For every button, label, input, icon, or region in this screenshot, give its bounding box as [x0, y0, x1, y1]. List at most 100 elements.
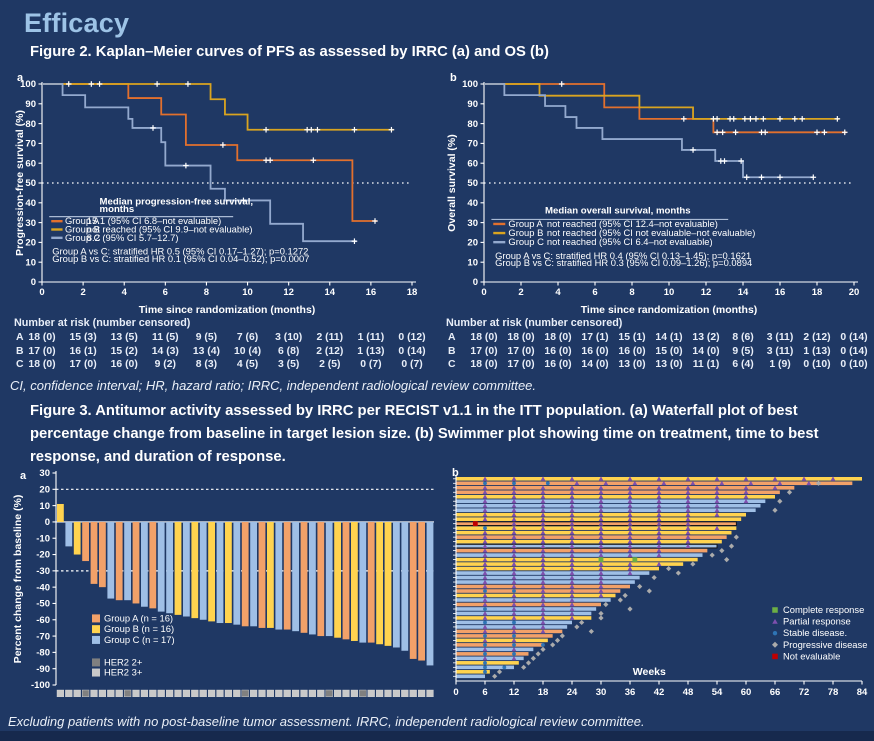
risk-table-header: Number at risk (number censored) [14, 317, 191, 329]
partial-response-marker [511, 543, 517, 549]
waterfall-bar [174, 521, 182, 615]
risk-cell: 18 (0) [544, 332, 572, 343]
risk-cell: 2 (5) [319, 359, 341, 370]
partial-response-marker [598, 525, 604, 531]
partial-response-marker [598, 584, 604, 589]
risk-cell: 16 (1) [69, 345, 97, 357]
swimmer-bar [456, 485, 795, 490]
partial-response-marker [598, 476, 604, 481]
y-tick-label: 30 [39, 468, 50, 479]
partial-response-marker [511, 584, 517, 589]
swimmer-bar [456, 481, 853, 486]
stable-disease-marker [512, 589, 516, 593]
partial-response-marker [569, 557, 575, 562]
partial-response-marker [569, 575, 575, 580]
progressive-disease-marker [559, 633, 565, 639]
partial-response-marker [540, 597, 546, 602]
partial-response-marker [656, 521, 662, 526]
partial-response-marker [598, 512, 604, 517]
legend-median-value: not reached (95% CI 9.9–not evaluable) [87, 224, 253, 235]
y-tick-label: 30 [25, 218, 36, 229]
risk-cell: 17 (0) [69, 359, 97, 370]
partial-response-marker [511, 521, 517, 526]
her2-square [65, 689, 73, 698]
partial-response-marker [482, 539, 488, 544]
partial-response-marker [632, 480, 638, 486]
partial-response-marker [482, 602, 488, 607]
risk-cell: 17 (0) [28, 345, 56, 357]
risk-cell: 0 (14) [840, 345, 868, 357]
figure3-footnote: Excluding patients with no post-baseline… [8, 714, 645, 729]
y-tick-label: 0 [473, 277, 478, 288]
waterfall-bar [141, 521, 148, 607]
her2-square [233, 689, 241, 698]
partial-response-marker [714, 476, 720, 481]
progressive-disease-marker [550, 642, 556, 648]
partial-response-marker [714, 498, 720, 504]
legend-median-value: not reached (95% CI 6.4–not evaluable) [547, 236, 713, 247]
partial-response-marker [540, 566, 546, 571]
risk-cell: 14 (0) [692, 345, 720, 357]
her2-square [182, 689, 191, 698]
y-tick-label: 10 [25, 257, 36, 268]
partial-response-marker [482, 615, 488, 620]
partial-response-marker [511, 575, 517, 580]
swimmer-bar [456, 607, 597, 611]
her2-square [384, 689, 392, 698]
partial-response-marker [511, 629, 517, 634]
figure3-caption: Figure 3. Antitumor activity assessed by… [30, 403, 819, 465]
partial-response-marker [569, 539, 575, 544]
partial-response-marker [656, 498, 662, 504]
y-tick-label: 60 [25, 158, 36, 169]
partial-response-marker [511, 593, 517, 598]
partial-response-marker [511, 494, 517, 499]
partial-response-marker [540, 606, 546, 611]
her2-square [392, 689, 401, 698]
axes [52, 471, 57, 686]
partial-response-marker [656, 485, 662, 490]
y-tick-label: -10 [36, 533, 50, 544]
swimmer-bar [456, 616, 592, 620]
waterfall-bar [65, 521, 73, 547]
progressive-disease-marker [646, 588, 652, 594]
progressive-disease-marker [603, 601, 609, 608]
partial-response-marker [569, 498, 575, 504]
partial-response-marker [482, 570, 488, 575]
partial-response-marker [714, 507, 720, 513]
risk-cell: 13 (4) [192, 345, 221, 357]
waterfall-bar [283, 521, 291, 630]
partial-response-marker [569, 534, 575, 540]
hr-stat-line: Group B vs C: stratified HR 0.3 (95% CI … [495, 257, 752, 268]
partial-response-marker [743, 498, 749, 504]
risk-cell: 14 (0) [581, 359, 609, 370]
y-tick-label: -50 [36, 599, 50, 610]
progressive-disease-marker [588, 628, 594, 635]
partial-response-marker [511, 507, 517, 513]
her2-square [292, 689, 300, 698]
waterfall-bar [300, 521, 308, 633]
partial-response-marker [511, 606, 517, 611]
partial-response-marker [598, 521, 604, 526]
her2-square [283, 689, 291, 698]
risk-cell: 0 (12) [398, 332, 426, 343]
x-tick-label: 30 [596, 687, 607, 698]
risk-cell: 3 (11) [766, 345, 794, 357]
risk-cell: 18 (0) [470, 332, 498, 343]
partial-response-marker [656, 530, 662, 535]
progressive-disease-marker [728, 543, 735, 549]
stable-disease-marker [512, 620, 516, 625]
partial-response-marker [598, 575, 604, 580]
partial-response-marker [772, 618, 778, 624]
x-tick-label: 6 [163, 287, 168, 298]
partial-response-marker [482, 593, 488, 598]
risk-cell: 2 (11) [316, 332, 344, 343]
partial-response-marker [743, 489, 749, 495]
waterfall-bar [208, 521, 215, 622]
complete-response-marker [598, 557, 604, 562]
censor-marks-group-a [220, 142, 378, 224]
waterfall-legend: Group A (n = 16)Group B (n = 16)Group C … [92, 612, 175, 678]
page-title: Efficacy [24, 8, 130, 38]
x-tick-label: 0 [39, 287, 44, 298]
her2-square [216, 689, 224, 698]
